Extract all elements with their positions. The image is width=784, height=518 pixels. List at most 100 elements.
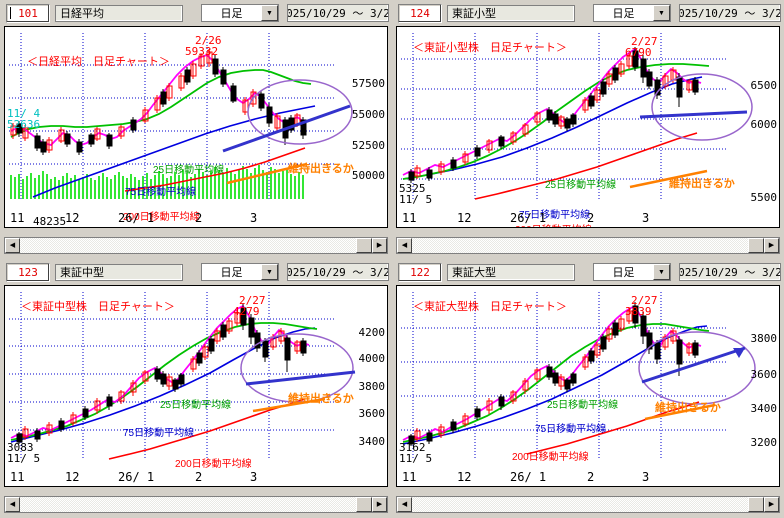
scroll-track-0[interactable]: [20, 238, 356, 253]
period-select-3[interactable]: 日足 ▼: [593, 263, 671, 281]
y-tick-3-3: 3200: [750, 436, 778, 449]
legend-ma200-2: 200日移動平均線: [175, 459, 252, 470]
issue-name-field-2[interactable]: 東証中型: [55, 263, 183, 281]
x-tick-1-0: 11: [402, 211, 417, 225]
highlight-ellipse: [247, 79, 353, 145]
start-value-2: 3083: [7, 441, 34, 454]
horizontal-scrollbar-1[interactable]: ◀ ▶: [396, 237, 780, 254]
legend-ma25-3: 25日移動平均線: [547, 400, 619, 411]
chart-title-1: ＜東証小型株 日足チャート＞: [413, 42, 567, 54]
period-select-2[interactable]: 日足 ▼: [201, 263, 279, 281]
toolbar-2: 123 東証中型 日足 ▼ 2025/10/29 ～ 3/27: [0, 259, 392, 285]
chart-canvas-3[interactable]: ＜東証大型株 日足チャート＞ 2/27 3839 3162 11/ 5 25日移…: [396, 285, 780, 487]
annotation-text-2: 維持出きるか: [288, 393, 354, 405]
horizontal-scrollbar-0[interactable]: ◀ ▶: [4, 237, 388, 254]
issue-name-field-1[interactable]: 東証小型: [447, 4, 575, 22]
period-select-0[interactable]: 日足 ▼: [201, 4, 279, 22]
date-range-value-0: 2025/10/29 ～ 3/27: [288, 7, 388, 20]
scroll-track-2[interactable]: [20, 497, 356, 512]
ma200-line: [124, 147, 306, 192]
code-input-0[interactable]: 101: [6, 3, 50, 23]
toolbar-0: 101 日経平均 日足 ▼ 2025/10/29 ～ 3/27: [0, 0, 392, 26]
chart-canvas-2[interactable]: ＜東証中型株 日足チャート＞ 2/27 4279 3083 11/ 5 25日移…: [4, 285, 388, 487]
x-tick-3-3: 2: [587, 470, 595, 484]
x-tick-1-2: 26/ 1: [510, 211, 547, 225]
date-range-field-0[interactable]: 2025/10/29 ～ 3/27: [287, 4, 389, 22]
scroll-right-icon[interactable]: ▶: [764, 497, 779, 512]
peak-date-1: 2/27: [631, 35, 658, 48]
chart-canvas-1[interactable]: ＜東証小型株 日足チャート＞ 2/27 6790 5325 11/ 5 25日移…: [396, 26, 780, 228]
chevron-down-icon[interactable]: ▼: [261, 5, 278, 21]
scroll-left-icon[interactable]: ◀: [5, 238, 20, 253]
y-tick-2-3: 3600: [358, 407, 386, 420]
chevron-down-icon[interactable]: ▼: [653, 264, 670, 280]
x-tick-0-4: 3: [250, 211, 258, 225]
issue-name-field-3[interactable]: 東証大型: [447, 263, 575, 281]
chart-svg-2: [9, 292, 356, 460]
horizontal-scrollbar-2[interactable]: ◀ ▶: [4, 496, 388, 513]
legend-ma25-2: 25日移動平均線: [160, 400, 232, 411]
date-range-field-3[interactable]: 2025/10/29 ～ 3/27: [679, 263, 781, 281]
peak-value-2: 4279: [233, 305, 260, 318]
x-tick-3-0: 11: [402, 470, 417, 484]
start-date-0: 11/ 4: [7, 107, 41, 120]
code-input-2[interactable]: 123: [6, 262, 50, 282]
date-range-field-1[interactable]: 2025/10/29 ～ 3/27: [679, 4, 781, 22]
scroll-right-icon[interactable]: ▶: [764, 238, 779, 253]
trend-line: [639, 110, 748, 119]
highlight-ellipse: [638, 331, 756, 405]
scroll-thumb-2[interactable]: [356, 497, 372, 512]
scroll-left-icon[interactable]: ◀: [397, 238, 412, 253]
x-tick-2-0: 11: [10, 470, 25, 484]
chart-panel-0: 101 日経平均 日足 ▼ 2025/10/29 ～ 3/27: [0, 0, 392, 259]
annotation-line: [644, 403, 716, 421]
ma200-line: [526, 401, 700, 455]
period-value-1: 日足: [612, 8, 635, 20]
x-tick-1-4: 3: [642, 211, 650, 225]
scroll-thumb-3[interactable]: [748, 497, 764, 512]
highlight-ellipse: [240, 333, 354, 403]
x-tick-0-1: 12: [65, 211, 80, 225]
code-input-1[interactable]: 124: [398, 3, 442, 23]
peak-date-2: 2/27: [239, 294, 266, 307]
annotation-line: [226, 162, 308, 185]
scroll-left-icon[interactable]: ◀: [397, 497, 412, 512]
x-tick-2-3: 2: [195, 470, 203, 484]
start-date-3: 11/ 5: [399, 452, 433, 465]
candlesticks: [408, 47, 699, 183]
chart-canvas-0[interactable]: ＜日経平均 日足チャート＞ 2/26 59332 11/ 4 52636 482…: [4, 26, 388, 228]
y-tick-2-0: 4200: [358, 326, 386, 339]
y-tick-3-0: 3800: [750, 332, 778, 345]
horizontal-scrollbar-3[interactable]: ◀ ▶: [396, 496, 780, 513]
period-value-2: 日足: [220, 267, 243, 279]
peak-date-0: 2/26: [195, 34, 222, 47]
issue-name-field-0[interactable]: 日経平均: [55, 4, 183, 22]
y-tick-1-2: 5500: [750, 191, 778, 204]
scroll-track-3[interactable]: [412, 497, 748, 512]
x-tick-3-2: 26/ 1: [510, 470, 547, 484]
toolbar-1: 124 東証小型 日足 ▼ 2025/10/29 ～ 3/27: [392, 0, 784, 26]
scroll-thumb-1[interactable]: [748, 238, 764, 253]
scroll-right-icon[interactable]: ▶: [372, 497, 387, 512]
trend-arrowhead: [733, 348, 745, 358]
date-range-value-1: 2025/10/29 ～ 3/27: [680, 7, 780, 20]
scroll-left-icon[interactable]: ◀: [5, 497, 20, 512]
legend-ma25-1: 25日移動平均線: [545, 180, 617, 191]
scroll-right-icon[interactable]: ▶: [372, 238, 387, 253]
chart-title-3: ＜東証大型株 日足チャート＞: [413, 301, 567, 313]
x-tick-3-1: 12: [457, 470, 472, 484]
annotation-line: [252, 397, 326, 413]
chevron-down-icon[interactable]: ▼: [653, 5, 670, 21]
peak-value-3: 3839: [625, 305, 652, 318]
scroll-track-1[interactable]: [412, 238, 748, 253]
annotation-text-3: 維持出きるか: [655, 402, 721, 414]
scroll-thumb-0[interactable]: [356, 238, 372, 253]
code-input-3[interactable]: 122: [398, 262, 442, 282]
chevron-down-icon[interactable]: ▼: [261, 264, 278, 280]
period-select-1[interactable]: 日足 ▼: [593, 4, 671, 22]
peak-date-3: 2/27: [631, 294, 658, 307]
legend-ma75-0: 75日移動平均線: [125, 187, 197, 198]
trend-line: [222, 104, 351, 153]
date-range-field-2[interactable]: 2025/10/29 ～ 3/27: [287, 263, 389, 281]
